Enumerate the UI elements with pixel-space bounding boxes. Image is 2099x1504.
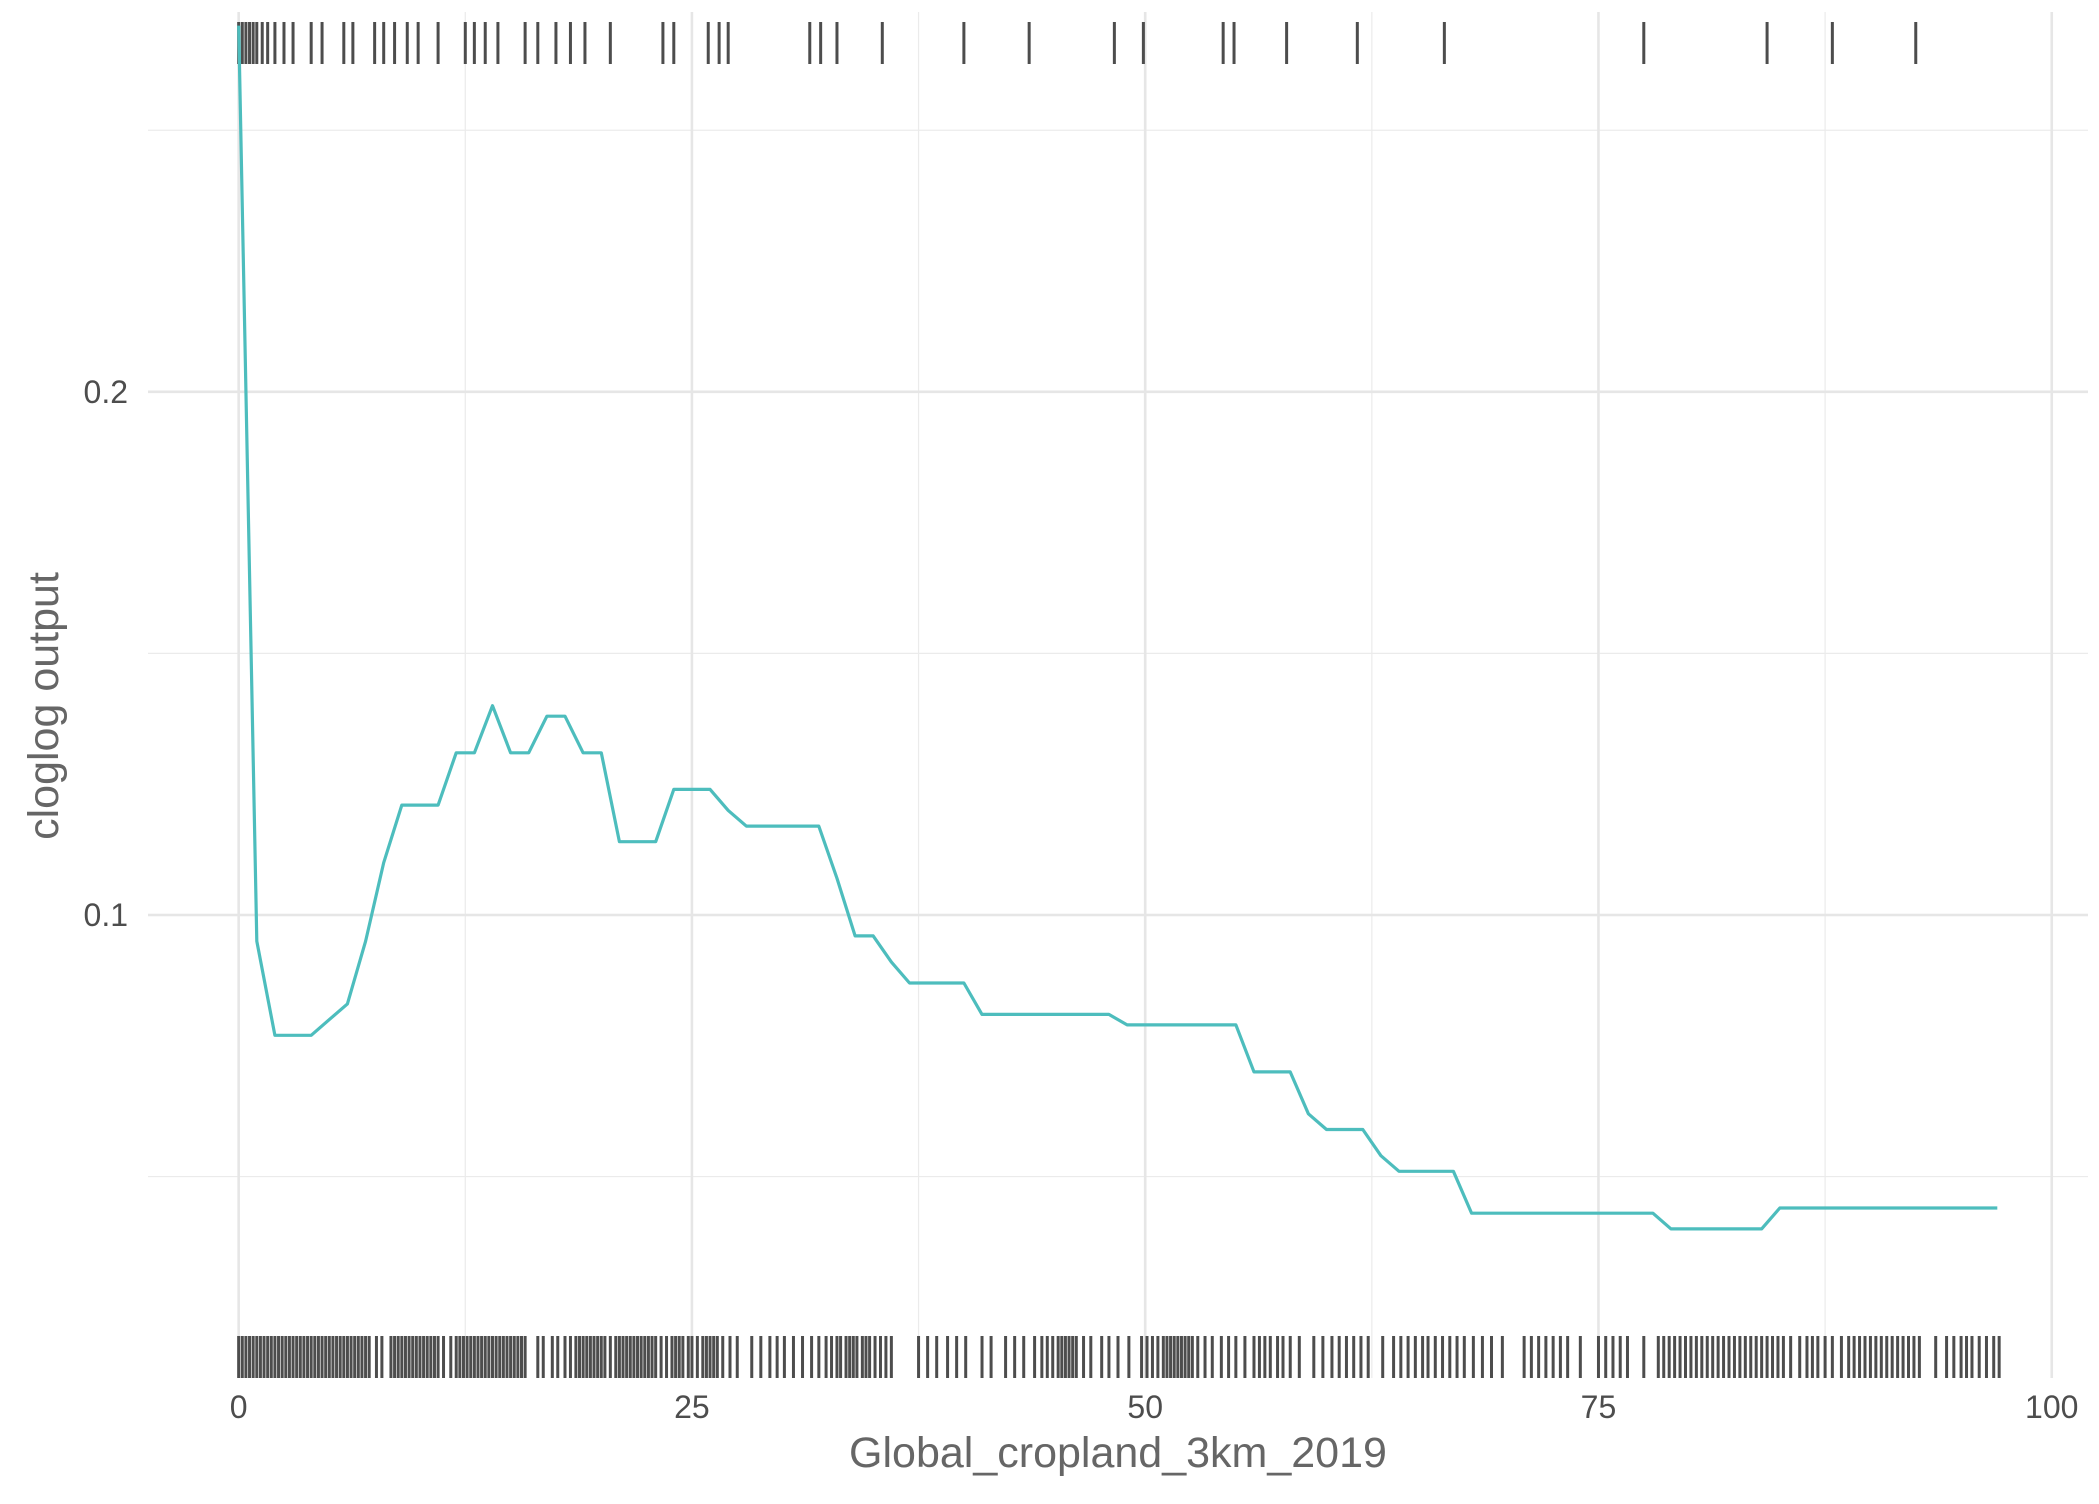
grid <box>148 12 2088 1378</box>
series-line <box>237 25 1998 1231</box>
x-tick-label: 100 <box>2025 1389 2078 1425</box>
x-axis-title: Global_cropland_3km_2019 <box>849 1429 1387 1477</box>
y-axis-tick-labels: 0.1 0.2 <box>84 374 128 933</box>
response-curve <box>237 25 1998 1231</box>
y-tick-label: 0.2 <box>84 374 128 410</box>
x-tick-label: 75 <box>1581 1389 1617 1425</box>
x-tick-label: 25 <box>674 1389 710 1425</box>
x-axis-tick-labels: 0 25 50 75 100 <box>230 1389 2079 1425</box>
rug-marks <box>237 22 2001 1378</box>
y-axis-title: cloglog output <box>20 572 68 840</box>
y-tick-label: 0.1 <box>84 897 128 933</box>
x-tick-label: 0 <box>230 1389 248 1425</box>
x-tick-label: 50 <box>1127 1389 1163 1425</box>
